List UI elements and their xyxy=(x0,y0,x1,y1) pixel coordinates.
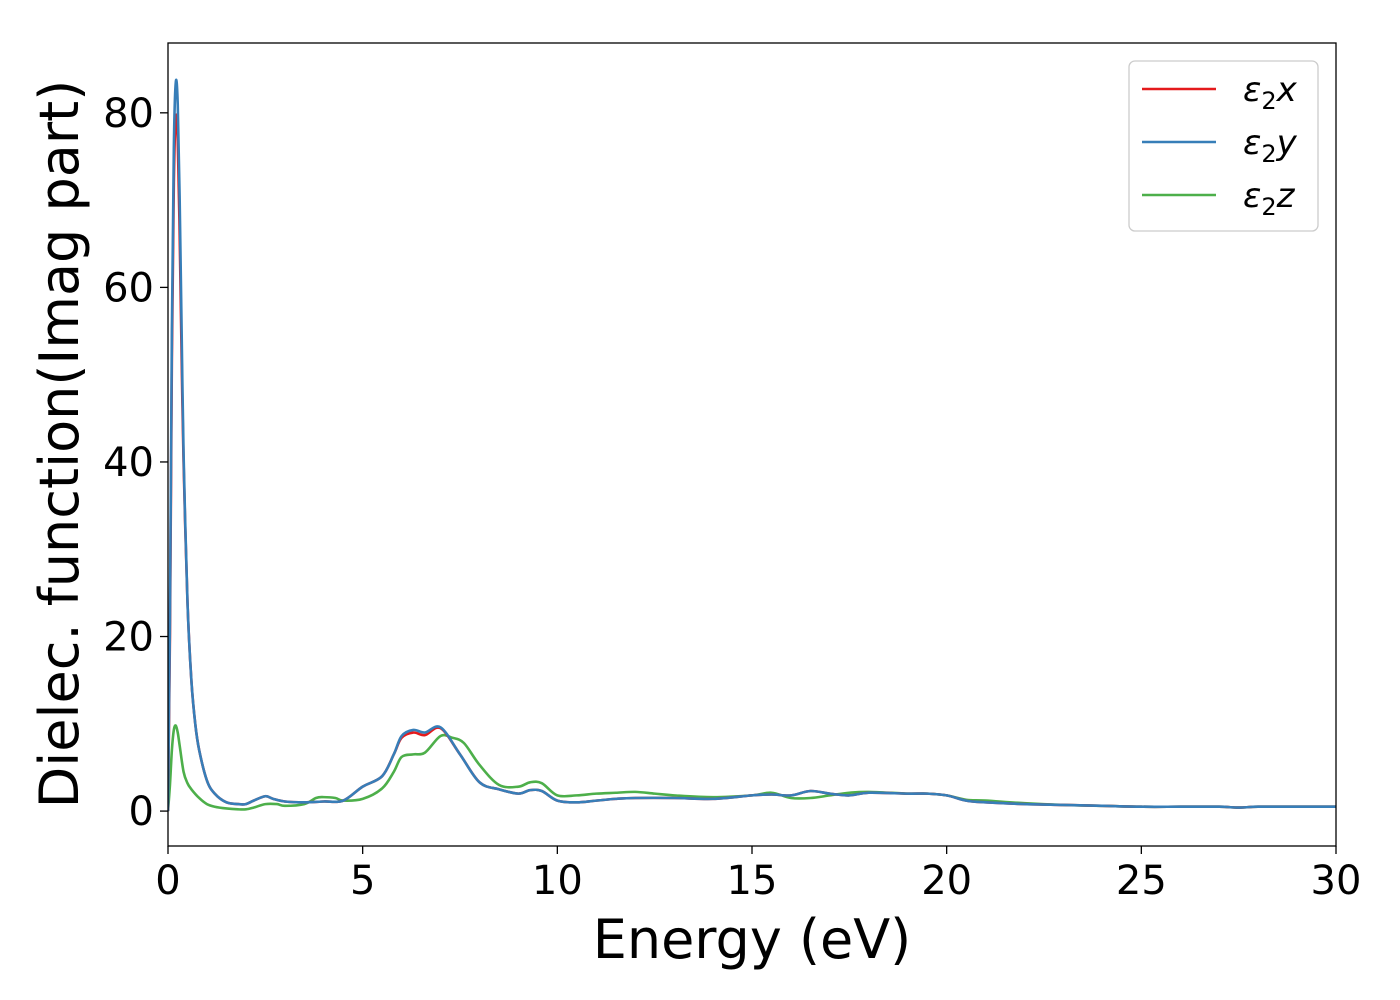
series-layer xyxy=(168,78,1336,812)
legend-label-z: ε2z xyxy=(1243,176,1296,221)
x-tick-label: 0 xyxy=(155,858,180,904)
x-tick-label: 20 xyxy=(921,858,972,904)
y-axis-label: Dielec. function(Imag part) xyxy=(28,80,91,809)
legend: ε2x ε2y ε2z xyxy=(1128,60,1319,232)
x-tick-label: 30 xyxy=(1311,858,1362,904)
legend-label-x: ε2x xyxy=(1243,70,1298,115)
x-tick-label: 25 xyxy=(1116,858,1167,904)
legend-label-y: ε2y xyxy=(1243,123,1298,168)
y-tick-label: 60 xyxy=(103,265,154,311)
x-axis-label: Energy (eV) xyxy=(593,908,912,971)
y-tick-label: 20 xyxy=(103,615,154,661)
x-tick-label: 10 xyxy=(532,858,583,904)
series-line-z xyxy=(168,724,1336,812)
series-line-y xyxy=(168,78,1336,812)
y-tick-label: 80 xyxy=(103,91,154,137)
y-tick-label: 0 xyxy=(129,789,154,835)
y-tick-label: 40 xyxy=(103,440,154,486)
y-axis: 0 20 40 60 80 xyxy=(103,91,168,835)
x-axis: 0 5 10 15 20 25 30 xyxy=(155,846,1361,904)
legend-box xyxy=(1128,60,1319,232)
x-tick-label: 15 xyxy=(727,858,778,904)
x-tick-label: 5 xyxy=(350,858,375,904)
